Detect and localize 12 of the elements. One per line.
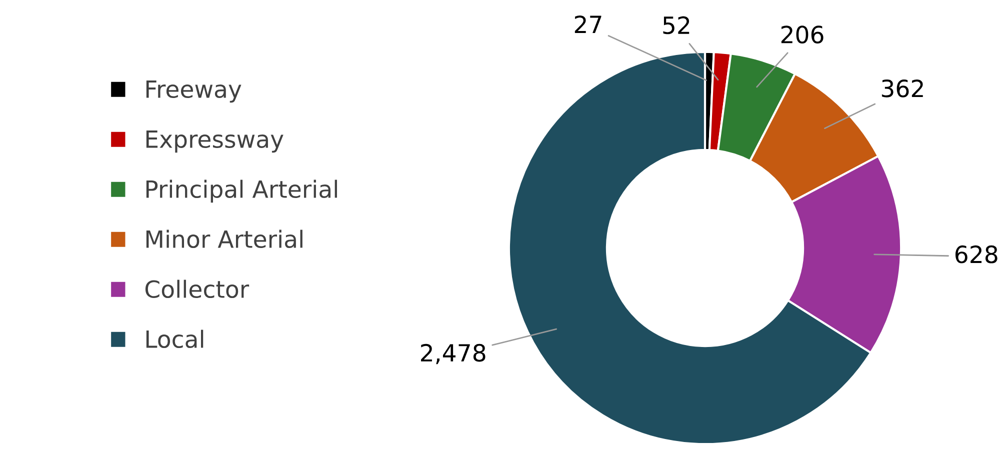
data-label: 206 (781, 26, 824, 44)
legend-label: Principal Arterial (146, 180, 337, 203)
legend-label: Local (146, 330, 204, 348)
legend-label: Collector (145, 280, 250, 298)
data-label: 27 (574, 15, 602, 34)
data-label: 362 (882, 80, 923, 98)
legend-label: Freeway (146, 80, 242, 103)
data-label: 628 (955, 245, 998, 264)
data-label: 2,478 (421, 344, 486, 364)
data-label: 52 (663, 16, 690, 34)
legend-label: Expressway (146, 130, 284, 153)
legend-label: Minor Arterial (146, 230, 302, 248)
